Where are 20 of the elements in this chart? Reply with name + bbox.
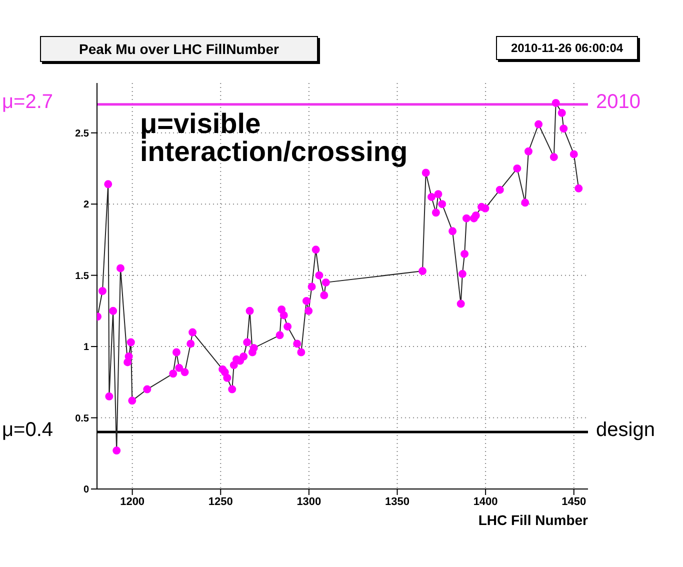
y-tick-label: 0.5 [75, 413, 90, 424]
y-tick-label: 0 [83, 484, 90, 496]
chart-title: Peak Mu over LHC FillNumber [40, 36, 318, 62]
y-tick-label: 2.5 [75, 128, 90, 140]
y-tick-label: 1 [83, 342, 90, 354]
y-tick-label: 1.5 [75, 270, 90, 282]
y-tick-label: 2 [83, 200, 90, 211]
x-tick-label: 1400 [473, 496, 498, 508]
ref-line-label: μ=2.7 [2, 91, 54, 114]
text: design [596, 419, 655, 442]
x-axis-title: LHC Fill Number [478, 512, 588, 528]
x-tick-label: 1450 [562, 496, 586, 508]
x-tick-label: 1250 [208, 496, 233, 508]
x-tick-label: 1300 [296, 496, 322, 508]
chart-subtitle: 2010-11-26 06:00:04 [496, 36, 638, 60]
x-tick-label: 1200 [120, 496, 145, 508]
ref-line-label: μ=0.4 [2, 419, 54, 442]
x-tick-label: 1350 [385, 496, 410, 508]
text: 2010 [596, 91, 640, 114]
annotation: μ=visible interaction/crossing [140, 108, 409, 167]
